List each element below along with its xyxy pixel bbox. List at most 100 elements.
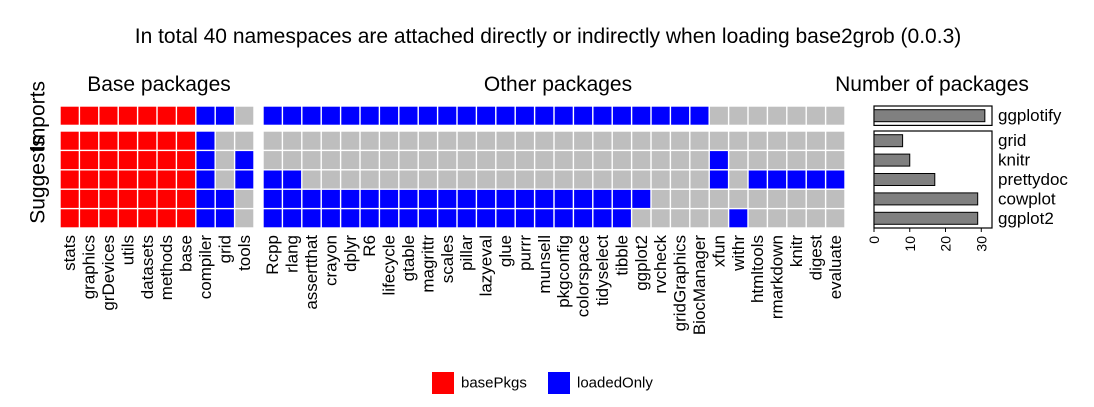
cell-grid-r6	[360, 131, 379, 150]
cell-prettydoc-lazyeval	[477, 170, 496, 189]
cell-grid-purrr	[515, 131, 534, 150]
column-label-assertthat: assertthat	[302, 235, 321, 310]
cell-ggplotify-gridgraphics	[671, 106, 690, 125]
column-label-evaluate: evaluate	[826, 235, 845, 299]
column-label-pillar: pillar	[457, 235, 476, 271]
cell-cowplot-base	[177, 189, 196, 208]
cell-ggplotify-graphics	[80, 106, 99, 125]
cell-knitr-compiler	[196, 151, 215, 170]
cell-grid-evaluate	[826, 131, 845, 150]
cell-ggplotify-crayon	[321, 106, 340, 125]
row-group-label-imports: Imports	[27, 81, 50, 151]
bar-cowplot	[873, 192, 979, 206]
cell-prettydoc-tibble	[612, 170, 631, 189]
cell-grid-munsell	[535, 131, 554, 150]
cell-ggplotify-pkgconfig	[554, 106, 573, 125]
cell-grid-biocmanager	[690, 131, 709, 150]
row-label-grid: grid	[998, 131, 1026, 150]
cell-grid-lazyeval	[477, 131, 496, 150]
cell-knitr-grid	[215, 151, 234, 170]
cell-ggplot2-scales	[438, 209, 457, 228]
cell-grid-lifecycle	[380, 131, 399, 150]
cell-ggplotify-pillar	[457, 106, 476, 125]
cell-ggplotify-withr	[729, 106, 748, 125]
cell-ggplotify-dplyr	[341, 106, 360, 125]
cell-grid-ggplot2	[632, 131, 651, 150]
cell-ggplot2-grdevices	[99, 209, 118, 228]
column-label-xfun: xfun	[709, 235, 728, 267]
cell-prettydoc-knitr	[787, 170, 806, 189]
cell-ggplotify-rvcheck	[651, 106, 670, 125]
column-label-dplyr: dplyr	[341, 235, 360, 272]
cell-knitr-tools	[235, 151, 254, 170]
cell-cowplot-scales	[438, 189, 457, 208]
cell-ggplot2-lazyeval	[477, 209, 496, 228]
cell-cowplot-grid	[215, 189, 234, 208]
cell-grid-compiler	[196, 131, 215, 150]
column-label-biocmanager: BiocManager	[690, 235, 709, 336]
cell-grid-gridgraphics	[671, 131, 690, 150]
cell-ggplot2-dplyr	[341, 209, 360, 228]
cell-knitr-grdevices	[99, 151, 118, 170]
cell-cowplot-pkgconfig	[554, 189, 573, 208]
cell-cowplot-utils	[118, 189, 137, 208]
bar-axis-label-20: 20	[938, 236, 954, 252]
cell-ggplotify-evaluate	[826, 106, 845, 125]
cell-prettydoc-stats	[60, 170, 79, 189]
cell-cowplot-crayon	[321, 189, 340, 208]
cell-knitr-xfun	[709, 151, 728, 170]
legend-swatch-loadedonly	[548, 372, 570, 394]
legend: basePkgs loadedOnly	[432, 372, 653, 394]
cell-prettydoc-gtable	[399, 170, 418, 189]
cell-prettydoc-munsell	[535, 170, 554, 189]
cell-grid-digest	[806, 131, 825, 150]
column-label-glue: glue	[496, 235, 515, 267]
cell-ggplotify-colorspace	[574, 106, 593, 125]
cell-cowplot-rcpp	[263, 189, 282, 208]
cell-ggplot2-colorspace	[574, 209, 593, 228]
cell-prettydoc-colorspace	[574, 170, 593, 189]
cell-prettydoc-gridgraphics	[671, 170, 690, 189]
bar-grid	[873, 134, 904, 148]
cell-ggplot2-gtable	[399, 209, 418, 228]
row-label-prettydoc: prettydoc	[998, 170, 1068, 189]
cell-knitr-dplyr	[341, 151, 360, 170]
heatmap-layer: stats graphics grDevices utils datasets metho…	[27, 81, 845, 336]
cell-ggplot2-graphics	[80, 209, 99, 228]
column-label-scales: scales	[438, 235, 457, 283]
cell-knitr-evaluate	[826, 151, 845, 170]
cell-knitr-tidyselect	[593, 151, 612, 170]
cell-ggplotify-gtable	[399, 106, 418, 125]
cell-cowplot-htmltools	[748, 189, 767, 208]
cell-cowplot-graphics	[80, 189, 99, 208]
cell-cowplot-dplyr	[341, 189, 360, 208]
cell-cowplot-withr	[729, 189, 748, 208]
cell-ggplot2-glue	[496, 209, 515, 228]
cell-prettydoc-tidyselect	[593, 170, 612, 189]
cell-ggplotify-tools	[235, 106, 254, 125]
column-label-htmltools: htmltools	[748, 235, 767, 303]
column-label-tidyselect: tidyselect	[593, 235, 612, 306]
cell-knitr-graphics	[80, 151, 99, 170]
cell-knitr-pkgconfig	[554, 151, 573, 170]
column-label-rvcheck: rvcheck	[651, 235, 670, 294]
cell-grid-grid	[215, 131, 234, 150]
column-label-r6: R6	[360, 235, 379, 257]
cell-ggplotify-glue	[496, 106, 515, 125]
cell-prettydoc-digest	[806, 170, 825, 189]
cell-cowplot-pillar	[457, 189, 476, 208]
cell-ggplotify-rmarkdown	[768, 106, 787, 125]
column-label-crayon: crayon	[321, 235, 340, 286]
cell-prettydoc-scales	[438, 170, 457, 189]
cell-grid-tidyselect	[593, 131, 612, 150]
cell-grid-rmarkdown	[768, 131, 787, 150]
cell-knitr-magrittr	[418, 151, 437, 170]
column-label-gtable: gtable	[399, 235, 418, 281]
cell-grid-dplyr	[341, 131, 360, 150]
cell-cowplot-xfun	[709, 189, 728, 208]
cell-ggplot2-evaluate	[826, 209, 845, 228]
column-label-gridgraphics: gridGraphics	[671, 235, 690, 331]
other-panel-title: Other packages	[484, 73, 632, 96]
cell-ggplot2-htmltools	[748, 209, 767, 228]
